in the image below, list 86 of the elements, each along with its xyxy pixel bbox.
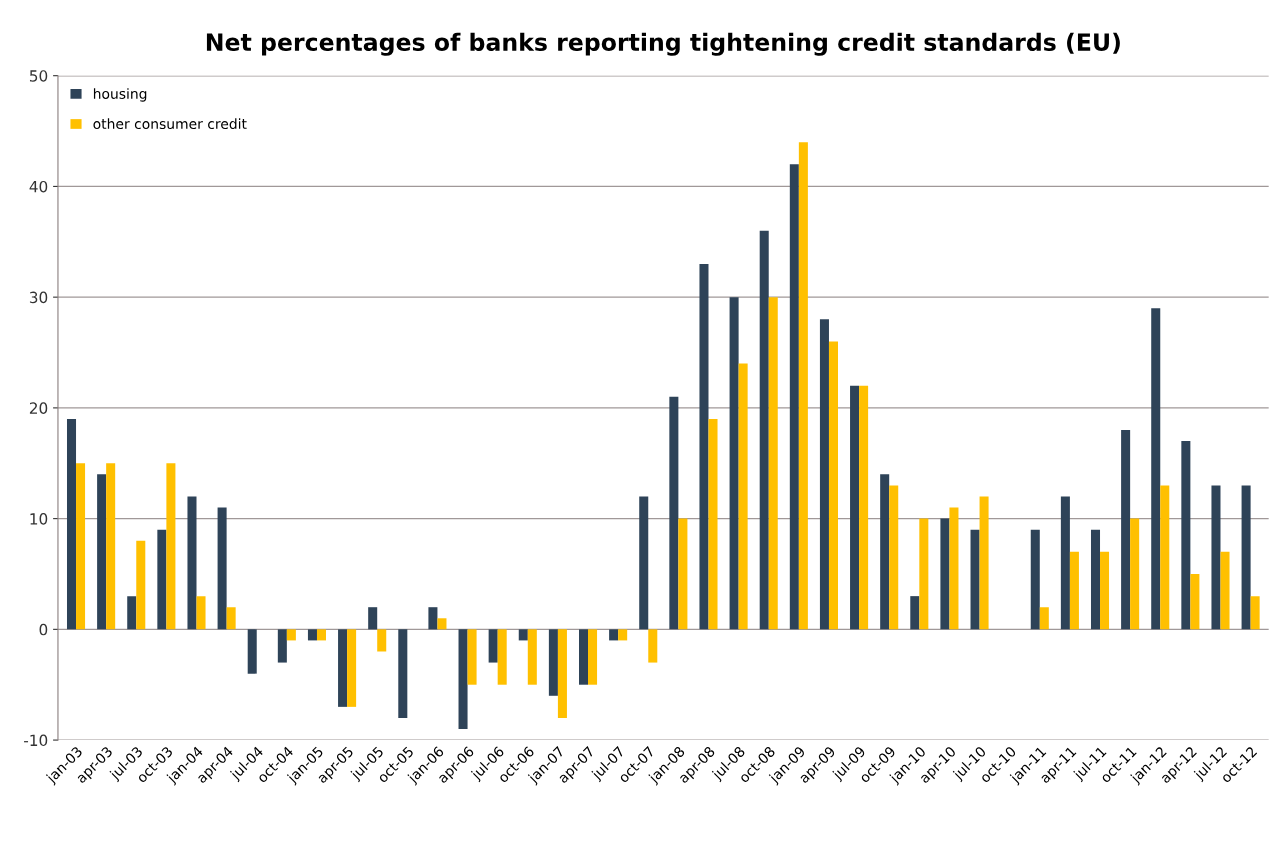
chart-title: Net percentages of banks reporting tightening credit standards (EU) xyxy=(206,32,1120,56)
bar xyxy=(578,629,589,685)
y-tick-label: 40 xyxy=(29,180,48,193)
bar xyxy=(1220,551,1230,630)
legend-label: housing xyxy=(93,88,147,102)
bar xyxy=(940,518,950,630)
bar xyxy=(708,418,718,630)
bar xyxy=(1181,441,1191,630)
bar xyxy=(889,485,899,630)
bar xyxy=(226,607,236,630)
bar xyxy=(1090,529,1101,630)
bar xyxy=(618,629,628,641)
legend-label: other consumer credit xyxy=(93,118,247,130)
bar xyxy=(166,463,176,630)
bar xyxy=(398,629,408,718)
bar xyxy=(97,474,107,630)
bar xyxy=(919,518,929,630)
bar xyxy=(307,629,317,641)
bar xyxy=(1211,485,1221,630)
bar xyxy=(609,629,619,641)
bar xyxy=(1100,551,1110,630)
bar xyxy=(286,629,296,641)
bar xyxy=(798,142,808,630)
y-tick-label: 0 xyxy=(39,623,48,636)
bar xyxy=(1250,596,1260,630)
bar xyxy=(76,463,86,630)
bar xyxy=(467,629,477,685)
bar xyxy=(377,629,387,652)
bar xyxy=(759,230,769,630)
bar xyxy=(699,263,709,630)
bar xyxy=(338,629,348,707)
bar xyxy=(316,629,326,641)
bar xyxy=(859,385,869,630)
bar xyxy=(67,418,77,630)
bar xyxy=(789,164,799,630)
bar xyxy=(368,607,378,630)
bar xyxy=(527,629,537,685)
bar xyxy=(518,629,528,641)
bar xyxy=(1130,518,1140,630)
y-tick-label: 10 xyxy=(30,513,48,525)
bar xyxy=(910,596,920,630)
bar xyxy=(1060,496,1070,630)
bar xyxy=(639,496,649,630)
bar xyxy=(1069,551,1079,630)
bar xyxy=(970,529,980,630)
bar xyxy=(488,629,498,663)
bar xyxy=(648,629,658,663)
bar xyxy=(738,363,748,630)
bar xyxy=(247,629,257,674)
bar xyxy=(497,629,507,685)
bar xyxy=(548,629,558,696)
y-tick-label: 50 xyxy=(29,70,48,82)
bar xyxy=(729,297,739,630)
bar xyxy=(880,474,890,630)
bar xyxy=(217,507,227,630)
y-tick-label: -10 xyxy=(24,734,48,747)
bar xyxy=(557,629,567,718)
y-tick-label: 20 xyxy=(29,402,48,414)
bar xyxy=(669,396,679,630)
bar xyxy=(157,529,167,630)
bar xyxy=(850,385,860,630)
bar xyxy=(1030,529,1040,630)
bar xyxy=(819,319,829,630)
bar xyxy=(458,629,468,730)
bar xyxy=(949,507,959,630)
bar xyxy=(1190,573,1200,630)
bar xyxy=(136,540,146,630)
bar xyxy=(678,518,688,630)
bar xyxy=(428,607,438,630)
bar xyxy=(1039,607,1049,630)
bar xyxy=(187,496,197,630)
bar xyxy=(979,496,989,630)
bar xyxy=(127,596,137,630)
bar xyxy=(347,629,357,707)
bar xyxy=(588,629,598,685)
bar xyxy=(828,341,838,630)
bar xyxy=(277,629,287,663)
bar xyxy=(1121,430,1131,630)
bar xyxy=(196,596,206,630)
bar xyxy=(1151,308,1161,630)
bar xyxy=(1160,485,1170,630)
bar xyxy=(106,463,116,630)
bar xyxy=(437,618,447,630)
bar xyxy=(768,297,778,630)
bar xyxy=(1241,485,1251,630)
y-tick-label: 30 xyxy=(29,291,48,304)
